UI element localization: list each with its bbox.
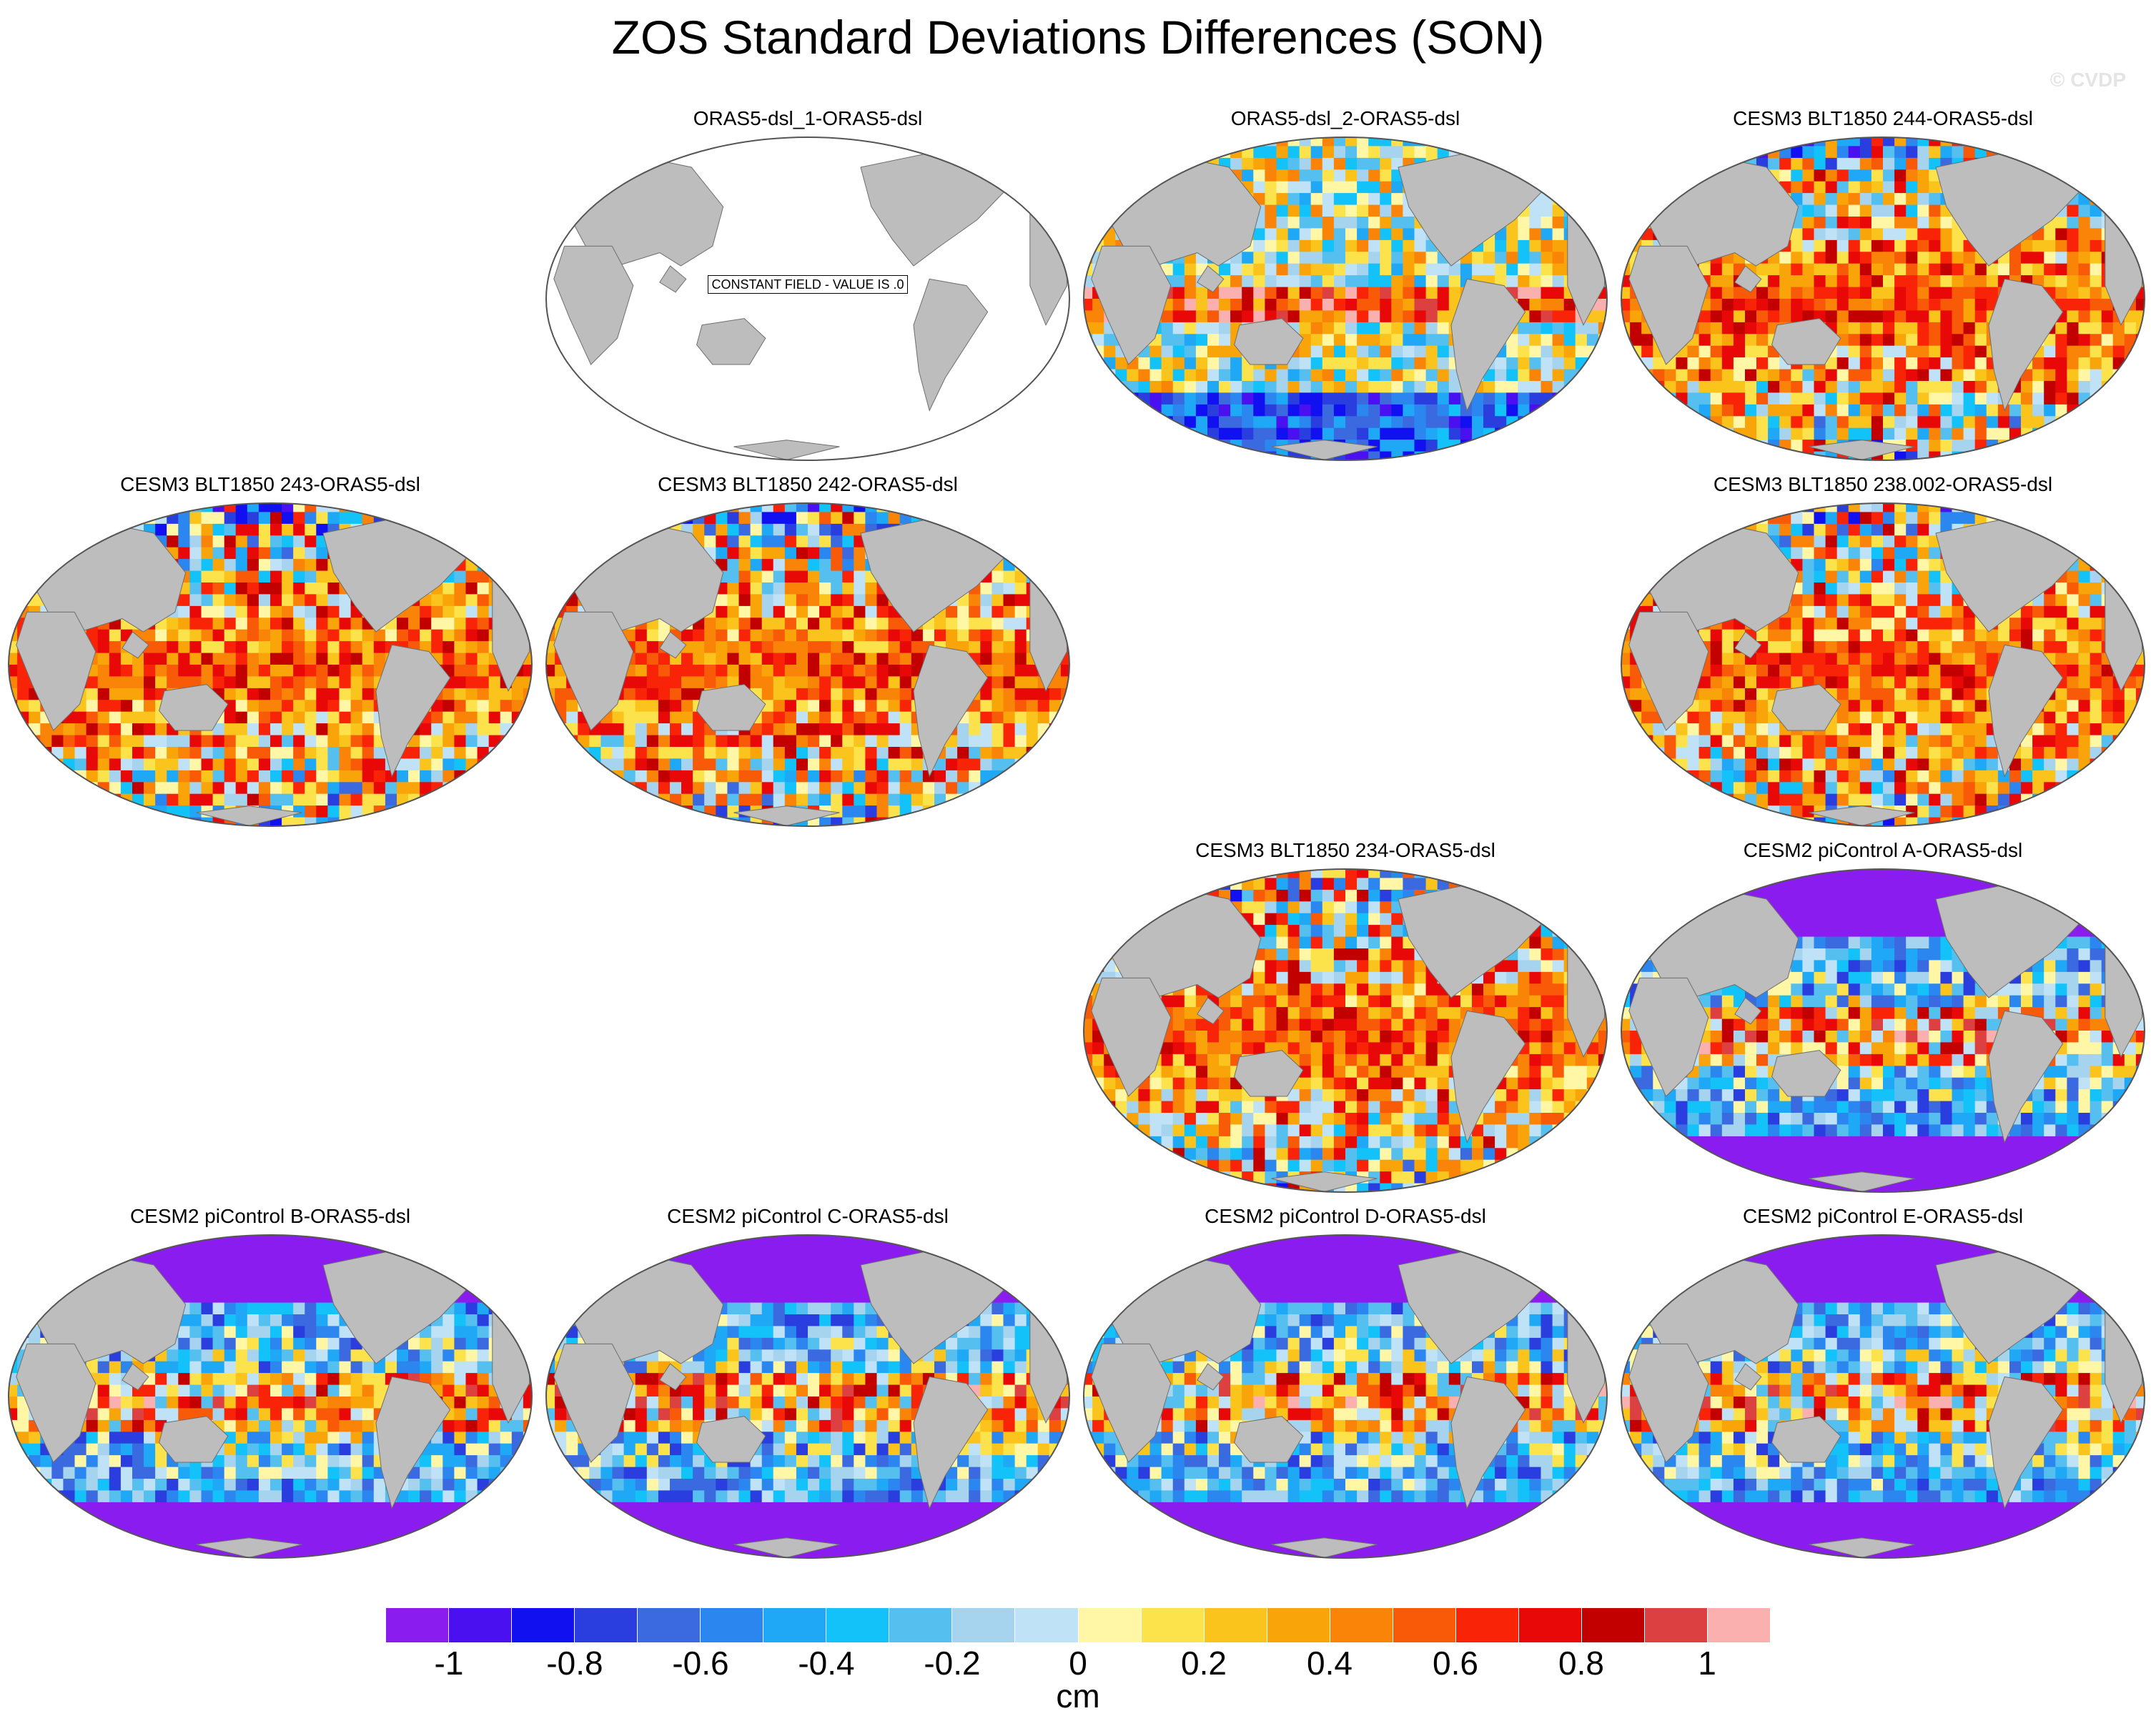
panel-title: CESM2 piControl E-ORAS5-dsl xyxy=(1742,1205,2024,1227)
colorbar-tick-label: -0.6 xyxy=(672,1645,729,1682)
colorbar-swatch xyxy=(512,1608,575,1642)
world-map xyxy=(545,137,1070,461)
colorbar-tick-label: 0.4 xyxy=(1307,1645,1353,1682)
panel-title: CESM3 BLT1850 238.002-ORAS5-dsl xyxy=(1713,473,2053,495)
panel-title: CESM3 BLT1850 234-ORAS5-dsl xyxy=(1195,839,1495,861)
map-panel: CESM3 BLT1850 242-ORAS5-dsl xyxy=(543,472,1072,829)
panel-title: CESM2 piControl A-ORAS5-dsl xyxy=(1743,839,2023,861)
colorbar-tick-label: 0.2 xyxy=(1181,1645,1227,1682)
land-mask xyxy=(16,1244,530,1558)
map-panel: CESM2 piControl E-ORAS5-dsl xyxy=(1618,1204,2147,1561)
colorbar-swatch xyxy=(638,1608,701,1642)
world-map xyxy=(545,1234,1070,1559)
colorbar-tick-label: -1 xyxy=(434,1645,464,1682)
panel-title: CESM3 BLT1850 242-ORAS5-dsl xyxy=(658,473,958,495)
map-panel: CESM3 BLT1850 238.002-ORAS5-dsl xyxy=(1618,472,2147,829)
map-border xyxy=(1621,1234,2145,1559)
map-panel: CESM2 piControl C-ORAS5-dsl xyxy=(543,1204,1072,1561)
world-map xyxy=(1621,1234,2145,1559)
map-border xyxy=(545,137,1070,461)
panel-title: CESM2 piControl C-ORAS5-dsl xyxy=(667,1205,949,1227)
panel-title: CESM3 BLT1850 243-ORAS5-dsl xyxy=(120,473,420,495)
copyright-watermark: © CVDP xyxy=(2049,69,2126,91)
colorbar xyxy=(386,1608,1771,1642)
colorbar-swatch xyxy=(575,1608,638,1642)
map-panel: ORAS5-dsl_1-ORAS5-dsl CONSTANT FIELD - VA… xyxy=(543,106,1072,463)
map-border xyxy=(1083,137,1608,461)
colorbar-tick-label: 1 xyxy=(1698,1645,1716,1682)
colorbar-swatch xyxy=(701,1608,764,1642)
colorbar-swatch xyxy=(1707,1608,1771,1642)
colorbar-tick-label: 0.8 xyxy=(1558,1645,1604,1682)
colorbar-swatch xyxy=(1078,1608,1142,1642)
colorbar-swatch xyxy=(1267,1608,1330,1642)
map-border xyxy=(545,1234,1070,1559)
world-map xyxy=(1083,1234,1608,1559)
map-border xyxy=(545,502,1070,827)
world-map xyxy=(1621,502,2145,827)
panel-title: CESM2 piControl B-ORAS5-dsl xyxy=(129,1205,411,1227)
map-panel: CESM2 piControl D-ORAS5-dsl xyxy=(1081,1204,1610,1561)
colorbar-swatch xyxy=(1455,1608,1519,1642)
colorbar-swatch xyxy=(1393,1608,1456,1642)
world-map xyxy=(8,502,533,827)
colorbar-swatch xyxy=(826,1608,890,1642)
panel-title: CESM3 BLT1850 244-ORAS5-dsl xyxy=(1733,107,2033,129)
colorbar-swatch xyxy=(1644,1608,1708,1642)
constant-field-label: CONSTANT FIELD - VALUE IS .0 xyxy=(686,275,929,294)
figure-title: ZOS Standard Deviations Differences (SON… xyxy=(611,11,1545,64)
map-panel: ORAS5-dsl_2-ORAS5-dsl xyxy=(1081,106,1610,463)
colorbar-tick-label: -0.4 xyxy=(798,1645,855,1682)
world-map xyxy=(1083,868,1608,1193)
land-mask xyxy=(553,1244,1068,1558)
map-panel: CESM3 BLT1850 234-ORAS5-dsl xyxy=(1081,838,1610,1195)
colorbar-tick-label: 0 xyxy=(1069,1645,1087,1682)
map-panel: CESM2 piControl A-ORAS5-dsl xyxy=(1618,838,2147,1195)
world-map xyxy=(8,1234,533,1559)
world-map xyxy=(1621,137,2145,461)
colorbar-swatch xyxy=(386,1608,450,1642)
map-border xyxy=(1621,502,2145,827)
world-map xyxy=(1083,137,1608,461)
map-border xyxy=(8,1234,533,1559)
land-mask xyxy=(1628,878,2143,1192)
land-mask xyxy=(553,512,1068,826)
colorbar-swatch xyxy=(889,1608,953,1642)
map-border xyxy=(1083,868,1608,1193)
colorbar-tick-label: -0.8 xyxy=(546,1645,603,1682)
panel-title: ORAS5-dsl_1-ORAS5-dsl xyxy=(693,107,923,129)
colorbar-swatch xyxy=(763,1608,827,1642)
colorbar-swatch xyxy=(1015,1608,1079,1642)
colorbar-tick-label: 0.6 xyxy=(1433,1645,1478,1682)
map-border xyxy=(1621,868,2145,1193)
world-map xyxy=(545,502,1070,827)
colorbar-swatch xyxy=(1204,1608,1267,1642)
colorbar-units-label: cm xyxy=(1056,1677,1100,1715)
colorbar-swatch xyxy=(1581,1608,1645,1642)
map-panel: CESM3 BLT1850 243-ORAS5-dsl xyxy=(6,472,535,829)
panel-title: ORAS5-dsl_2-ORAS5-dsl xyxy=(1230,107,1460,129)
world-map xyxy=(1621,868,2145,1193)
map-panel: CESM2 piControl B-ORAS5-dsl xyxy=(6,1204,535,1561)
colorbar-swatch xyxy=(1518,1608,1582,1642)
map-border xyxy=(1621,137,2145,461)
map-border xyxy=(1083,1234,1608,1559)
colorbar-swatch xyxy=(1141,1608,1205,1642)
colorbar-swatch xyxy=(952,1608,1016,1642)
map-border xyxy=(8,502,533,827)
colorbar-swatch xyxy=(449,1608,513,1642)
panel-title: CESM2 piControl D-ORAS5-dsl xyxy=(1205,1205,1486,1227)
colorbar-swatch xyxy=(1330,1608,1393,1642)
land-mask xyxy=(16,512,530,826)
colorbar-tick-label: -0.2 xyxy=(924,1645,981,1682)
map-panel: CESM3 BLT1850 244-ORAS5-dsl xyxy=(1618,106,2147,463)
